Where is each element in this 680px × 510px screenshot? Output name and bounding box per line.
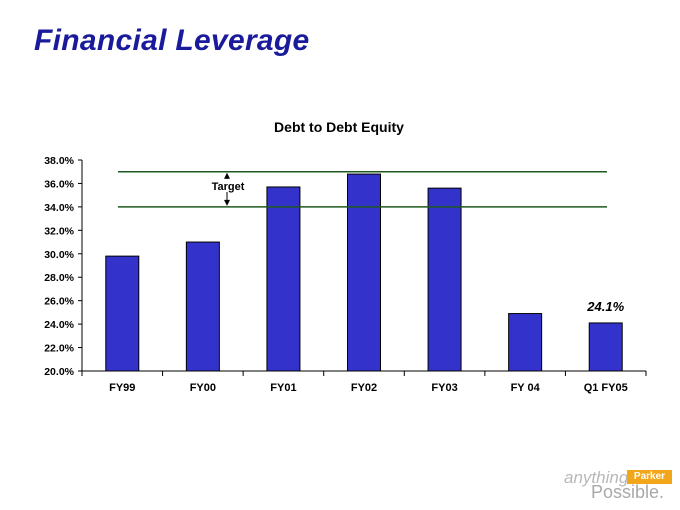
x-tick-label: FY01 (270, 382, 296, 394)
x-tick-label: FY03 (431, 382, 457, 394)
bar-value-annotation: 24.1% (586, 299, 624, 314)
bar-fy02 (347, 173, 381, 372)
chart-title: Debt to Debt Equity (274, 119, 404, 135)
x-tick-label: FY00 (190, 382, 216, 394)
bar-fy99 (105, 255, 140, 372)
y-tick-label: 20.0% (44, 366, 74, 378)
y-tick-label: 38.0% (44, 155, 74, 167)
bar-fy01 (266, 186, 301, 372)
y-tick-label: 28.0% (44, 272, 74, 284)
bar-fy03 (427, 187, 462, 372)
logo-word-anything: anything (564, 468, 629, 487)
y-tick-label: 26.0% (44, 296, 74, 308)
y-tick-label: 36.0% (44, 178, 74, 190)
page-title: Financial Leverage (34, 24, 310, 57)
logo-badge: Parker (627, 470, 672, 484)
y-tick-label: 22.0% (44, 343, 74, 355)
y-tick-label: 34.0% (44, 202, 74, 214)
target-label-bg (210, 179, 246, 192)
logo-word-possible: Possible. (591, 482, 665, 502)
x-tick-label: FY 04 (511, 382, 541, 394)
y-tick-label: 24.0% (44, 319, 74, 331)
y-tick-label: 30.0% (44, 249, 74, 261)
bar-q1-fy05 (588, 322, 623, 372)
y-tick-label: 32.0% (44, 225, 74, 237)
target-arrow-down (224, 199, 230, 206)
parker-logo: anything Parker Possible. (560, 466, 675, 506)
bar-fy00 (185, 241, 220, 372)
x-tick-label: Q1 FY05 (584, 382, 628, 394)
target-label: Target (212, 181, 245, 193)
bar-fy-04 (508, 313, 543, 372)
x-tick-label: FY02 (351, 382, 377, 394)
target-arrow-up (224, 172, 230, 179)
x-tick-label: FY99 (109, 382, 135, 394)
